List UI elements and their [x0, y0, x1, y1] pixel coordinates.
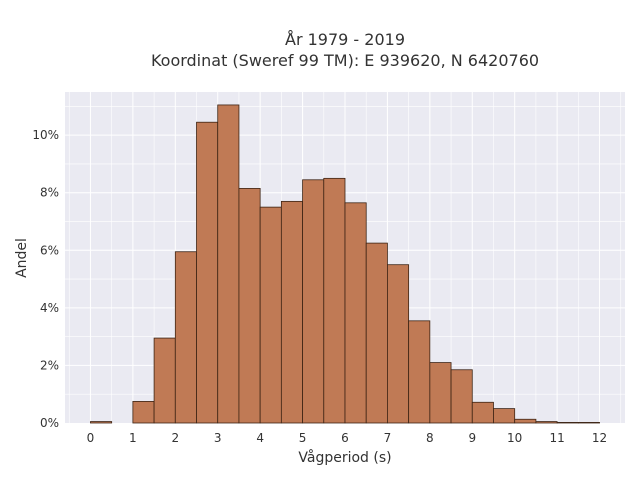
histogram-bar [408, 320, 431, 424]
y-axis-label: Andel [14, 238, 30, 278]
histogram-bar [132, 401, 155, 424]
x-tick-label: 3 [214, 431, 222, 445]
histogram-bar [577, 422, 600, 424]
histogram-bar [344, 202, 367, 424]
x-tick-label: 7 [384, 431, 392, 445]
histogram-bar [493, 408, 516, 424]
histogram-bar [514, 418, 537, 424]
x-tick-label: 12 [592, 431, 607, 445]
y-tick-label: 6% [40, 243, 59, 257]
histogram-bar [471, 401, 494, 424]
chart-title-line-2: Koordinat (Sweref 99 TM): E 939620, N 64… [151, 51, 539, 70]
y-tick-label: 0% [40, 416, 59, 430]
x-axis-ticks: 0 1 2 3 4 5 6 7 8 9 10 11 12 [87, 431, 608, 445]
histogram-bar [217, 104, 240, 424]
chart-title-line-1: År 1979 - 2019 [285, 30, 405, 49]
x-tick-label: 4 [256, 431, 264, 445]
x-axis-label: Vågperiod (s) [298, 449, 391, 466]
histogram-bar [365, 242, 388, 424]
histogram-bar [323, 177, 346, 424]
x-tick-label: 9 [468, 431, 476, 445]
histogram-bar [302, 179, 325, 424]
histogram-bar [535, 421, 558, 424]
histogram-bars [90, 104, 600, 424]
x-tick-label: 0 [87, 431, 95, 445]
histogram-bar [90, 421, 113, 424]
histogram-bar [556, 422, 579, 424]
histogram-bar [450, 369, 473, 424]
histogram-bar [153, 337, 176, 424]
histogram-bar [259, 206, 282, 424]
x-tick-label: 2 [171, 431, 179, 445]
histogram-bar [429, 362, 452, 424]
y-tick-label: 8% [40, 186, 59, 200]
x-tick-label: 6 [341, 431, 349, 445]
histogram-bar [196, 121, 219, 424]
y-axis-ticks: 0% 2% 4% 6% 8% 10% [32, 128, 59, 430]
histogram-bar [238, 188, 261, 424]
x-tick-label: 11 [549, 431, 564, 445]
y-tick-label: 4% [40, 301, 59, 315]
x-tick-label: 5 [299, 431, 307, 445]
x-tick-label: 10 [507, 431, 522, 445]
histogram-bar [280, 200, 303, 424]
x-tick-label: 1 [129, 431, 137, 445]
x-tick-label: 8 [426, 431, 434, 445]
histogram-bar [387, 264, 410, 424]
y-tick-label: 2% [40, 358, 59, 372]
histogram-bar [174, 251, 197, 424]
chart-title: År 1979 - 2019 Koordinat (Sweref 99 TM):… [151, 30, 539, 70]
y-tick-label: 10% [32, 128, 59, 142]
